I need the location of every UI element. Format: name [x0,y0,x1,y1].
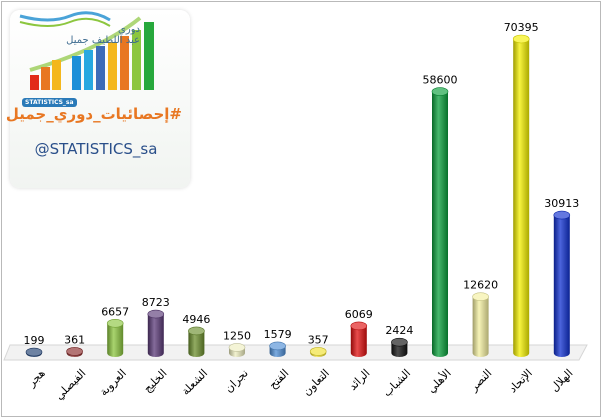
category-label: الإتحاد [506,367,535,396]
bar [431,87,449,357]
category-label: النصر [467,367,495,395]
category-label: الهلال [548,367,576,395]
league-logo [19,11,154,90]
value-label: 1579 [264,328,292,341]
category-label: العروبة [97,367,129,399]
bar-top [512,34,530,44]
bar-body [513,39,530,357]
bar-body [107,323,124,357]
value-label: 4946 [182,313,210,326]
value-label: 30913 [544,197,579,210]
bar [350,321,368,357]
league-name-line1: دوري [118,24,140,35]
bar [66,347,83,357]
hashtag-text: #إحصائيات_دوري_جميل [5,105,182,123]
bar [309,347,327,357]
category-label: الأهلي [424,366,454,396]
league-name-line2: عبد اللطيف جميل [66,35,140,46]
category-label: هجر [24,366,47,389]
category-label: التعاون [300,367,332,399]
value-label: 2424 [385,324,413,337]
bar-top [188,326,205,336]
league-name: دوري عبد اللطيف جميل [60,24,140,46]
bar-top [147,309,165,319]
bar [25,347,43,357]
bar-top [431,87,449,96]
bar [391,337,408,357]
bar [188,326,205,357]
bar [512,34,530,357]
bar-top [553,210,571,220]
bar-top [472,292,489,302]
chart-floor-plane [3,344,588,361]
value-label: 58600 [423,74,458,87]
value-label: 70395 [504,21,539,34]
value-label: 1250 [223,329,251,342]
bar [147,309,165,357]
category-label: الرائد [346,367,372,393]
bars-group [25,34,571,357]
value-label: 12620 [463,279,498,292]
value-label: 8723 [142,296,170,309]
category-label: نجران [222,367,251,396]
value-label: 6657 [101,305,129,318]
bar-body [432,91,448,357]
logo-badge: STATISTICS_sa [22,98,77,107]
category-label: الفيصلي [53,367,89,403]
value-label: 6069 [345,308,373,321]
category-label: الشعلة [179,367,210,398]
bar-body [553,215,570,357]
bar-top [309,347,327,356]
bar-top [269,341,286,351]
bar-body [188,330,205,357]
bar [472,292,489,357]
bar-top [66,347,83,356]
bar [106,319,124,357]
bar-body [350,325,367,357]
value-label: 199 [24,334,45,347]
category-label: الخليج [141,367,170,396]
twitter-handle: @STATISTICS_sa [34,140,158,158]
bar-top [25,347,43,357]
bar-top [391,337,408,347]
category-labels-group: هجر الفيصلي العروبة الخليج الشعلة نجران الفتح ا… [24,366,575,403]
bar-top [106,319,124,328]
bar-body [147,314,164,357]
bar [269,341,286,357]
value-label: 357 [308,333,329,346]
bar-body [472,296,489,357]
category-label: الفتح [266,367,291,392]
bar-top [350,321,368,331]
category-label: الشباب [380,367,413,400]
chart-floor [3,344,588,361]
bar [228,343,246,357]
bar [553,210,571,357]
bar-top [228,343,246,352]
value-label: 361 [64,333,85,346]
value-labels-group: 199 361 6657 8723 4946 1250 1579 357 6069 2424 586… [24,21,580,347]
branding-panel: دوري عبد اللطيف جميل STATISTICS_sa [10,10,190,188]
